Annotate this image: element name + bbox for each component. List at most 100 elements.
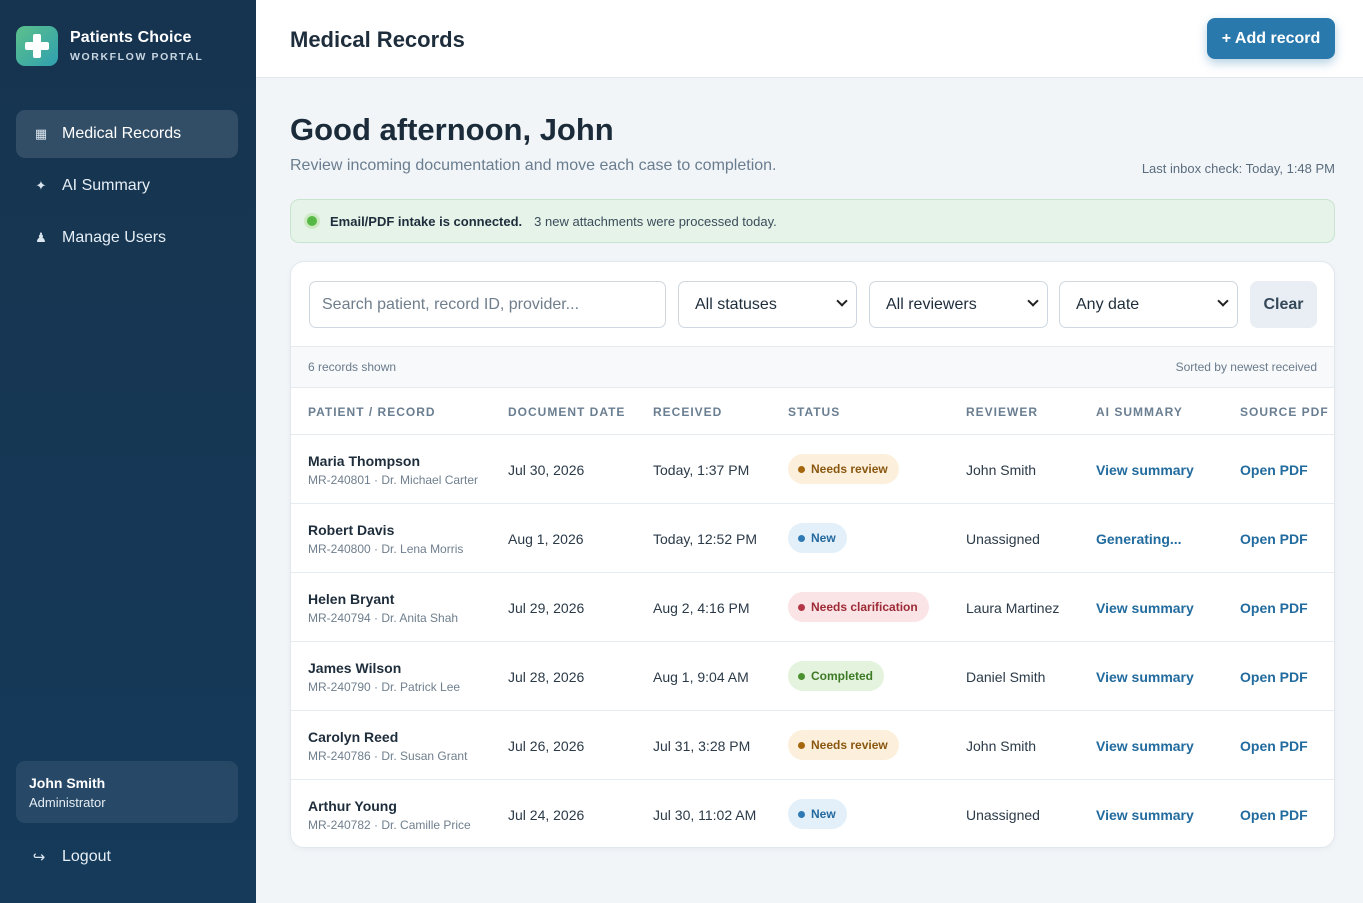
column-header-ai-summary[interactable]: AI SUMMARY: [1096, 405, 1183, 419]
open-pdf-link[interactable]: Open PDF: [1240, 669, 1308, 685]
table-row[interactable]: Arthur Young MR-240782 · Dr. Camille Pri…: [291, 780, 1334, 847]
intake-status-banner: Email/PDF intake is connected. 3 new att…: [290, 199, 1335, 243]
view-summary-link[interactable]: View summary: [1096, 462, 1194, 478]
sidebar-item-medical-records[interactable]: ▦ Medical Records: [16, 110, 238, 158]
received-time: Aug 1, 9:04 AM: [653, 669, 749, 685]
status-badge: New: [788, 799, 847, 829]
reviewer-filter-value: All reviewers: [886, 295, 977, 313]
reviewer-name: Daniel Smith: [966, 669, 1046, 685]
view-summary-link[interactable]: View summary: [1096, 600, 1194, 616]
column-header-received[interactable]: RECEIVED: [653, 405, 723, 419]
status-badge: Needs review: [788, 730, 899, 760]
status-dot-icon: [307, 216, 317, 226]
status-badge: New: [788, 523, 847, 553]
medical-cross-logo-icon: [16, 26, 58, 66]
brand[interactable]: Patients Choice WORKFLOW PORTAL: [16, 26, 203, 66]
topbar: Medical Records + Add record: [256, 0, 1363, 78]
patient-name[interactable]: Helen Bryant: [308, 591, 395, 607]
table-body: Maria Thompson MR-240801 · Dr. Michael C…: [291, 435, 1334, 847]
document-date: Jul 29, 2026: [508, 600, 585, 616]
status-filter-select[interactable]: All statuses: [678, 281, 857, 328]
record-id-provider: MR-240800 · Dr. Lena Morris: [308, 542, 464, 556]
view-summary-link[interactable]: View summary: [1096, 669, 1194, 685]
sidebar-item-manage-users[interactable]: ♟ Manage Users: [16, 214, 238, 262]
date-filter-value: Any date: [1076, 295, 1140, 313]
document-date: Aug 1, 2026: [508, 531, 584, 547]
status-badge: Needs review: [788, 454, 899, 484]
column-header-patient[interactable]: PATIENT / RECORD: [308, 405, 436, 419]
document-date: Jul 30, 2026: [508, 462, 585, 478]
document-date: Jul 28, 2026: [508, 669, 585, 685]
sidebar-item-label: Medical Records: [62, 125, 182, 142]
received-time: Aug 2, 4:16 PM: [653, 600, 750, 616]
grid-icon: ▦: [34, 126, 48, 141]
records-card: All statuses All reviewers Any date Clea…: [290, 261, 1335, 848]
table-header: PATIENT / RECORD DOCUMENT DATE RECEIVED …: [291, 388, 1334, 435]
last-inbox-check: Last inbox check: Today, 1:48 PM: [1141, 161, 1335, 176]
open-pdf-link[interactable]: Open PDF: [1240, 462, 1308, 478]
sidebar: Patients Choice WORKFLOW PORTAL ▦ Medica…: [0, 0, 256, 903]
reviewer-name: John Smith: [966, 462, 1037, 478]
patient-name[interactable]: James Wilson: [308, 660, 402, 676]
records-count: 6 records shown: [308, 360, 397, 374]
received-time: Jul 31, 3:28 PM: [653, 738, 751, 754]
sidebar-item-label: AI Summary: [62, 177, 151, 194]
logout-button[interactable]: ↪ Logout: [16, 837, 238, 877]
document-date: Jul 24, 2026: [508, 807, 585, 823]
column-header-document-date[interactable]: DOCUMENT DATE: [508, 405, 626, 419]
intake-status-text: 3 new attachments were processed today.: [534, 213, 777, 229]
page-title: Medical Records: [290, 27, 465, 52]
sidebar-nav: ▦ Medical Records ✦ AI Summary ♟ Manage …: [16, 110, 238, 266]
column-header-reviewer[interactable]: REVIEWER: [966, 405, 1039, 419]
date-filter-select[interactable]: Any date: [1059, 281, 1238, 328]
table-row[interactable]: Robert Davis MR-240800 · Dr. Lena Morris…: [291, 504, 1334, 573]
record-id-provider: MR-240801 · Dr. Michael Carter: [308, 473, 479, 487]
open-pdf-link[interactable]: Open PDF: [1240, 738, 1308, 754]
chevron-down-icon: [1217, 295, 1229, 307]
patient-name[interactable]: Maria Thompson: [308, 453, 421, 469]
table-row[interactable]: Helen Bryant MR-240794 · Dr. Anita Shah …: [291, 573, 1334, 642]
summary-generating-status: Generating...: [1096, 531, 1182, 547]
brand-subtitle: WORKFLOW PORTAL: [70, 51, 204, 63]
intake-status-title: Email/PDF intake is connected.: [330, 213, 523, 229]
table-row[interactable]: Carolyn Reed MR-240786 · Dr. Susan Grant…: [291, 711, 1334, 780]
logout-icon: ↪: [32, 849, 46, 866]
record-id-provider: MR-240794 · Dr. Anita Shah: [308, 611, 459, 625]
table-meta: 6 records shown Sorted by newest receive…: [291, 347, 1334, 388]
reviewer-name: Unassigned: [966, 807, 1040, 823]
sidebar-item-ai-summary[interactable]: ✦ AI Summary: [16, 162, 238, 210]
patient-name[interactable]: Robert Davis: [308, 522, 395, 538]
user-name: John Smith: [29, 775, 106, 791]
column-header-source-pdf[interactable]: SOURCE PDF: [1240, 405, 1329, 419]
greeting-subtitle: Review incoming documentation and move e…: [290, 157, 777, 174]
reviewer-name: Laura Martinez: [966, 600, 1060, 616]
open-pdf-link[interactable]: Open PDF: [1240, 600, 1308, 616]
open-pdf-link[interactable]: Open PDF: [1240, 807, 1308, 823]
document-date: Jul 26, 2026: [508, 738, 585, 754]
reviewer-name: Unassigned: [966, 531, 1040, 547]
patient-name[interactable]: Arthur Young: [308, 798, 397, 814]
open-pdf-link[interactable]: Open PDF: [1240, 531, 1308, 547]
view-summary-link[interactable]: View summary: [1096, 807, 1194, 823]
user-card[interactable]: John Smith Administrator: [16, 761, 238, 823]
received-time: Today, 12:52 PM: [653, 531, 758, 547]
user-role: Administrator: [29, 795, 106, 810]
sparkle-icon: ✦: [35, 178, 47, 193]
table-row[interactable]: James Wilson MR-240790 · Dr. Patrick Lee…: [291, 642, 1334, 711]
search-input[interactable]: [309, 281, 666, 328]
view-summary-link[interactable]: View summary: [1096, 738, 1194, 754]
clear-filters-button[interactable]: Clear: [1250, 281, 1317, 328]
received-time: Jul 30, 11:02 AM: [653, 807, 757, 823]
status-badge: Completed: [788, 661, 885, 691]
status-filter-value: All statuses: [695, 295, 777, 313]
table-row[interactable]: Maria Thompson MR-240801 · Dr. Michael C…: [291, 435, 1334, 504]
patient-name[interactable]: Carolyn Reed: [308, 729, 399, 745]
greeting-heading: Good afternoon, John: [290, 112, 614, 147]
received-time: Today, 1:37 PM: [653, 462, 750, 478]
chevron-down-icon: [1027, 295, 1039, 307]
record-id-provider: MR-240786 · Dr. Susan Grant: [308, 749, 468, 763]
add-record-button[interactable]: + Add record: [1207, 18, 1335, 59]
reviewer-filter-select[interactable]: All reviewers: [869, 281, 1048, 328]
record-id-provider: MR-240790 · Dr. Patrick Lee: [308, 680, 461, 694]
column-header-status[interactable]: STATUS: [788, 405, 841, 419]
